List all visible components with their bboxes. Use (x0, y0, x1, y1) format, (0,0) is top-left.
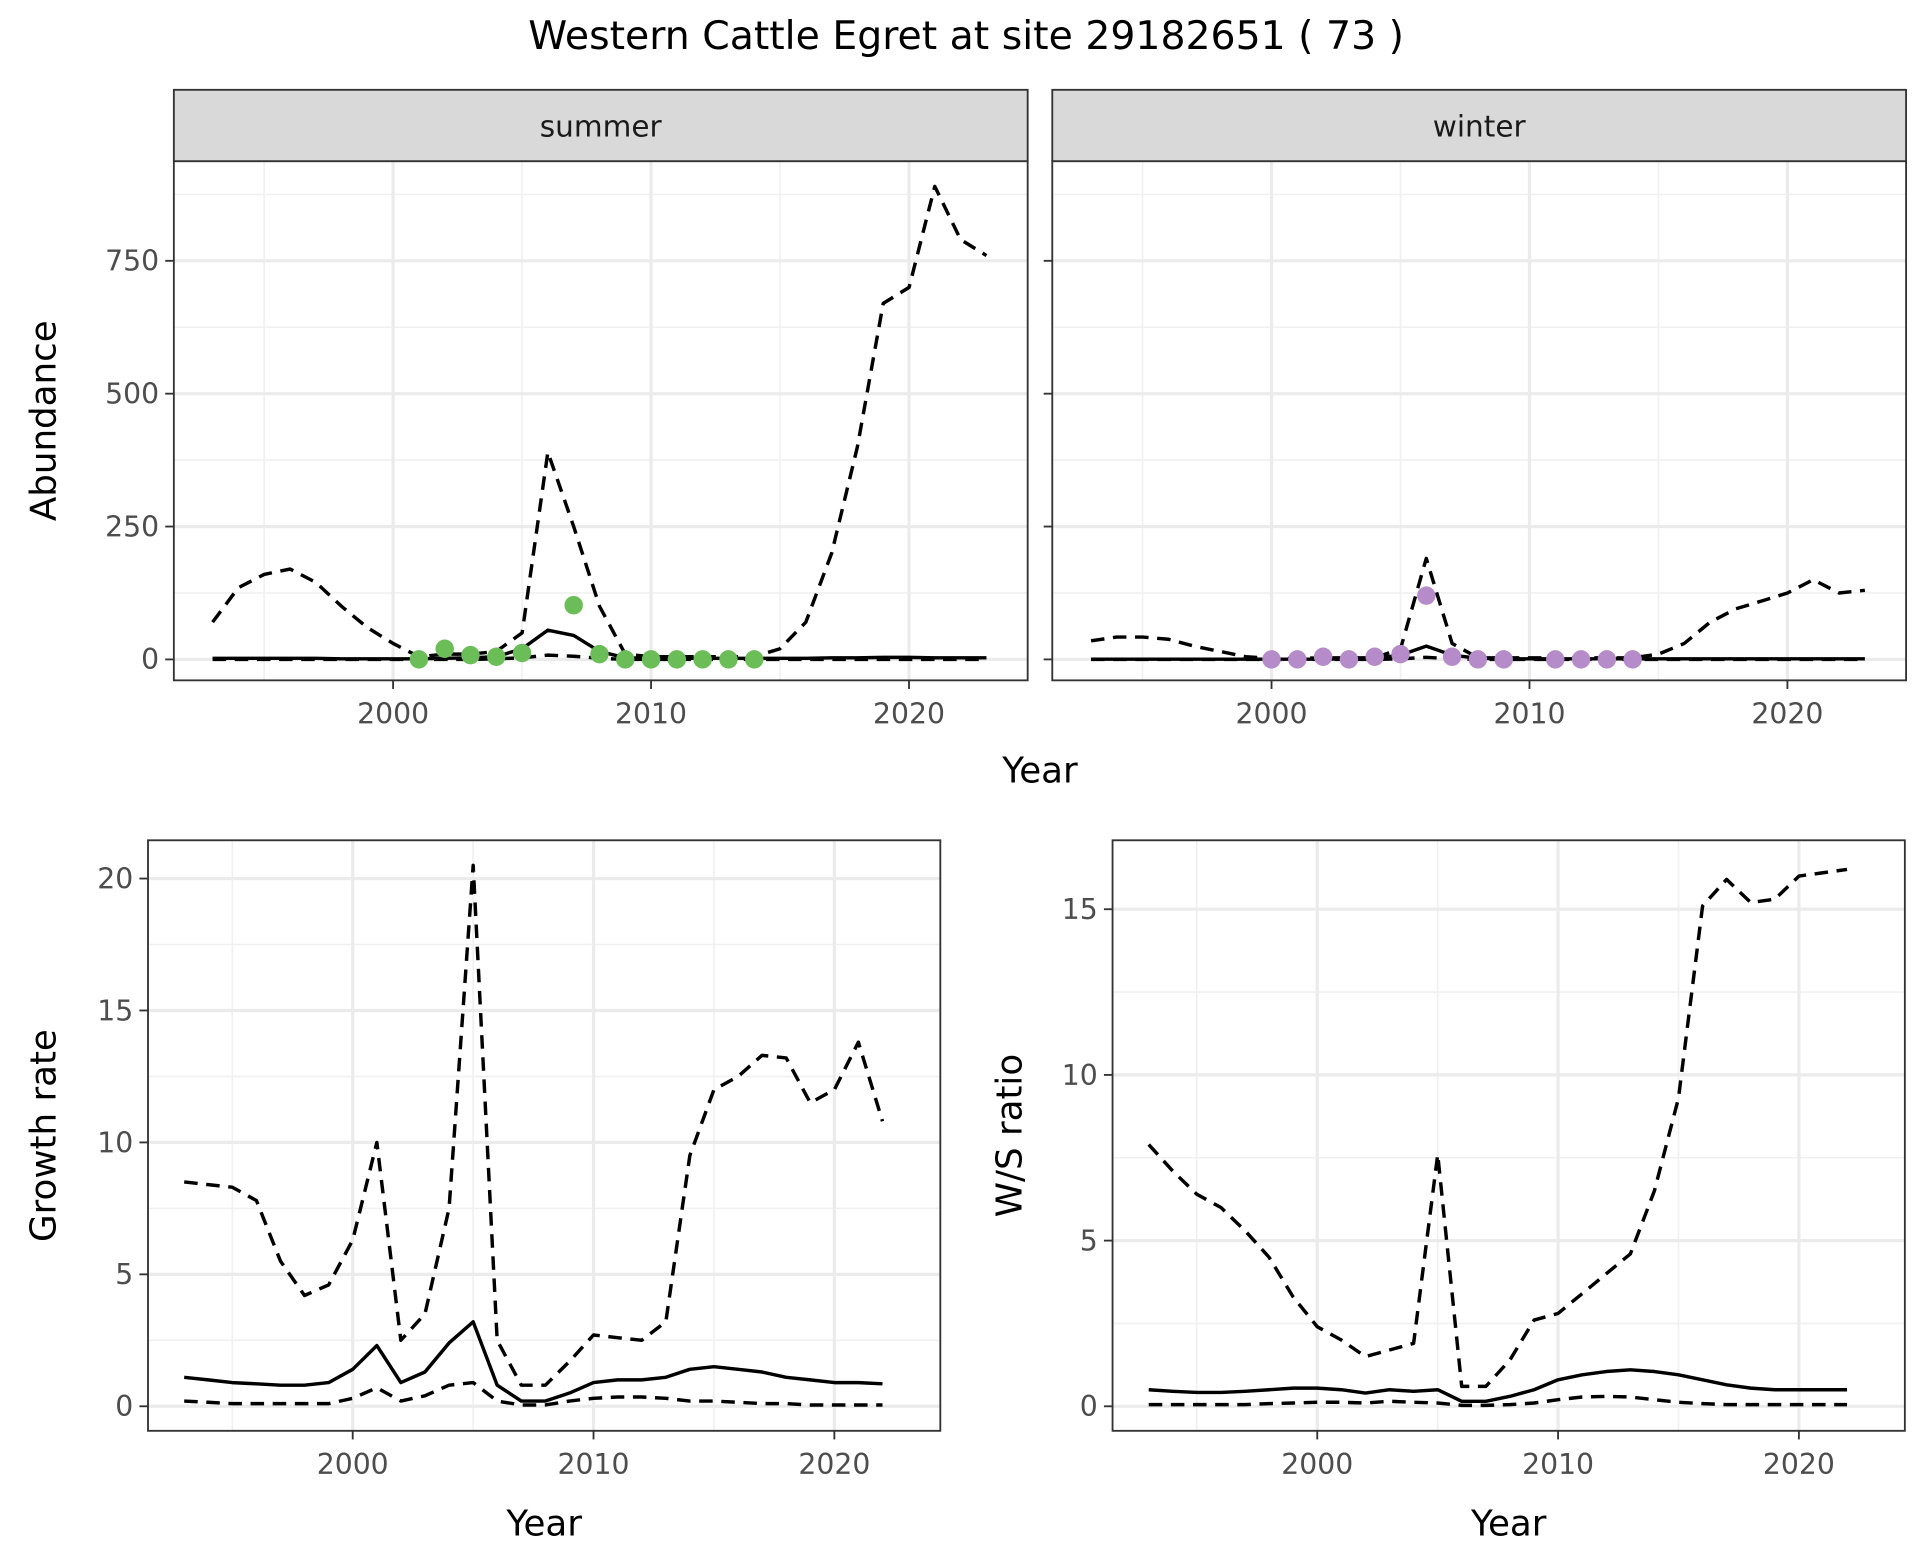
panel-border (1111, 839, 1906, 1432)
x-tick-label: 2000 (1236, 697, 1308, 730)
data-point (1313, 647, 1333, 666)
data-point (512, 643, 532, 663)
x-tick-label: 2020 (873, 697, 945, 730)
x-axis-label: Year (505, 1503, 582, 1544)
facet-strip (1051, 88, 1908, 163)
x-axis-label: Year (1470, 1503, 1547, 1544)
y-tick-label: 250 (105, 510, 159, 543)
panel-growth: 2000 2010 2020 0 5 10 15 20 Growth rate Year (24, 839, 942, 1544)
y-tick-label: 5 (1080, 1224, 1098, 1257)
x-tick-label: 2020 (1763, 1448, 1835, 1481)
data-point (564, 595, 583, 615)
y-tick-label: 500 (105, 378, 159, 411)
plot-background (148, 840, 941, 1431)
x-tick-label: 2010 (1522, 1448, 1594, 1481)
y-tick-label: 10 (97, 1126, 133, 1159)
data-point (1597, 650, 1617, 669)
x-tick-label: 2010 (1493, 697, 1565, 730)
data-point (1571, 650, 1591, 669)
series-line-lower (1148, 1394, 1848, 1408)
x-tick-label: 2000 (357, 697, 429, 730)
data-point (409, 650, 429, 669)
data-point (641, 650, 661, 669)
y-tick-label: 10 (1062, 1059, 1098, 1092)
y-axis-label: Abundance (24, 320, 65, 521)
facet-strip-label: winter (1433, 110, 1527, 144)
y-axis-label: Growth rate (24, 1029, 65, 1242)
data-point (1468, 650, 1488, 669)
data-point (1365, 647, 1384, 666)
data-point (719, 650, 738, 669)
facet-strip (172, 88, 1029, 163)
data-point (1417, 586, 1436, 605)
series-line-upper (211, 184, 988, 659)
y-tick-label: 0 (115, 1390, 133, 1423)
data-point (1623, 650, 1642, 669)
x-tick-label: 2000 (1281, 1448, 1353, 1481)
plot-background (1052, 161, 1907, 681)
panel-border (147, 839, 942, 1432)
plot-background (173, 161, 1028, 681)
panel-ratio: 2000 2010 2020 0 5 10 15 W/S ratio Year (990, 839, 1906, 1544)
series-line-lower (184, 1380, 883, 1407)
series-line-estimate (1148, 1368, 1848, 1404)
data-point (667, 650, 687, 669)
y-tick-label: 0 (141, 643, 159, 676)
data-point (1442, 647, 1462, 666)
x-tick-label: 2020 (798, 1448, 870, 1481)
data-point (745, 650, 764, 669)
x-tick-label: 2010 (558, 1448, 630, 1481)
y-axis-label: W/S ratio (990, 1054, 1031, 1217)
panel-summer: summer 2000 2010 2020 0 250 500 750 Abundance (24, 88, 1029, 730)
data-point (693, 650, 712, 669)
data-point (616, 650, 635, 669)
y-tick-label: 20 (97, 862, 133, 895)
data-point (435, 639, 454, 659)
series-line-upper (1147, 867, 1848, 1389)
x-tick-label: 2000 (317, 1448, 389, 1481)
series-line-estimate (183, 1320, 883, 1403)
chart-title: Western Cattle Egret at site 29182651 ( … (528, 13, 1404, 59)
data-point (1288, 650, 1307, 669)
series-line-upper (183, 863, 885, 1387)
data-point (1546, 650, 1565, 669)
data-point (1262, 650, 1281, 669)
x-tick-label: 2010 (615, 697, 687, 730)
data-point (590, 644, 609, 664)
data-point (1494, 650, 1513, 669)
y-tick-label: 0 (1080, 1390, 1098, 1423)
x-axis-label-top: Year (1001, 750, 1078, 791)
y-tick-label: 15 (1062, 893, 1098, 926)
y-tick-label: 5 (115, 1258, 133, 1291)
y-tick-label: 750 (105, 245, 159, 278)
data-point (461, 645, 480, 665)
data-point (1339, 650, 1359, 669)
x-tick-label: 2020 (1751, 697, 1823, 730)
panel-winter: winter 2000 2010 2020 (1043, 88, 1908, 730)
y-tick-label: 15 (97, 994, 133, 1027)
facet-strip-label: summer (540, 110, 663, 144)
data-point (1391, 644, 1410, 664)
data-point (487, 647, 506, 666)
plot-background (1112, 840, 1905, 1431)
